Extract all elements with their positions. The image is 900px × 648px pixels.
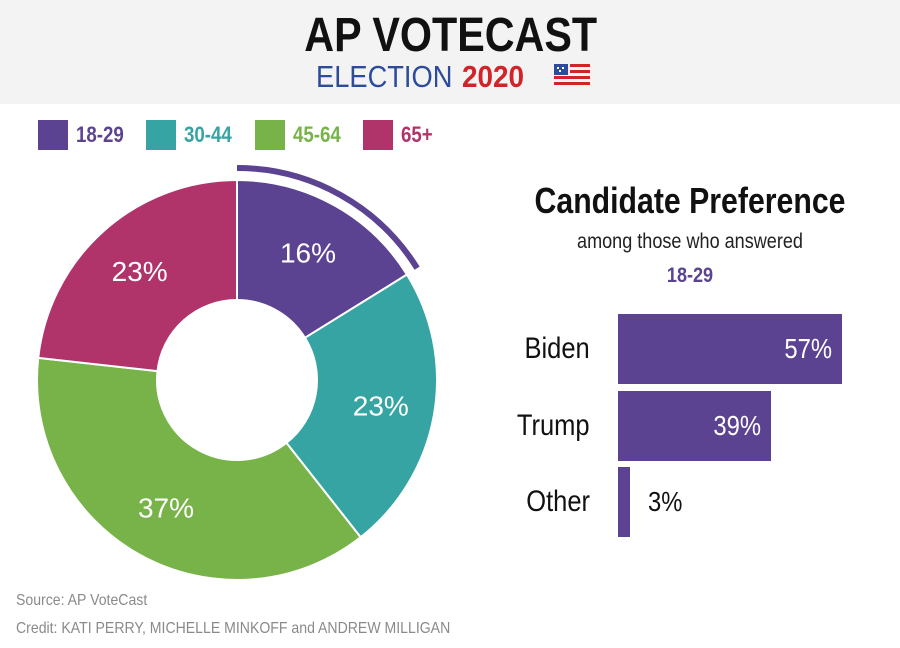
brand-title: AP VOTECAST bbox=[304, 9, 598, 62]
donut-label-65-plus: 23% bbox=[112, 256, 168, 287]
donut-label-30-44: 23% bbox=[353, 390, 409, 421]
preference-title: Candidate Preference bbox=[534, 180, 846, 221]
bar-row-other: Other 3% bbox=[480, 467, 900, 537]
age-donut-chart: 16% 23% 37% 23% bbox=[36, 165, 438, 581]
header-banner: AP VOTECAST ELECTION 2020 bbox=[0, 0, 900, 104]
donut-slice-18-29 bbox=[236, 178, 409, 340]
donut-slice-45-64 bbox=[36, 356, 363, 581]
brand-subtitle: ELECTION 2020 bbox=[316, 59, 590, 94]
legend-swatch bbox=[38, 120, 68, 150]
legend-swatch bbox=[362, 120, 393, 150]
bar-value-label: 3% bbox=[647, 486, 683, 517]
bar-trump bbox=[618, 391, 772, 461]
legend-item-30-44: 30-44 bbox=[146, 120, 240, 150]
chart-legend: 18-29 30-44 45-64 65+ bbox=[38, 120, 452, 150]
bar-row-biden: Biden 57% bbox=[480, 314, 900, 384]
bar-category-label: Biden bbox=[524, 332, 590, 365]
bar-value-label: 57% bbox=[784, 333, 832, 364]
bar-biden bbox=[618, 314, 842, 384]
legend-swatch bbox=[146, 120, 177, 150]
election-year: 2020 bbox=[462, 59, 525, 94]
credit-note: Credit: KATI PERRY, MICHELLE MINKOFF and… bbox=[16, 620, 451, 637]
bar-category-label: Other bbox=[526, 485, 590, 518]
us-flag-icon bbox=[554, 63, 590, 91]
preference-subtitle: among those who answered bbox=[577, 230, 803, 253]
bar-other bbox=[618, 467, 630, 537]
legend-item-18-29: 18-29 bbox=[38, 120, 132, 150]
legend-label: 65+ bbox=[400, 122, 433, 147]
bar-value-label: 39% bbox=[713, 410, 762, 441]
election-label: ELECTION bbox=[316, 59, 453, 94]
donut-slice-65-plus bbox=[37, 178, 238, 373]
highlight-arc bbox=[236, 165, 420, 270]
bar-category-label: Trump bbox=[517, 409, 590, 442]
legend-swatch bbox=[254, 120, 285, 150]
donut-label-45-64: 37% bbox=[138, 493, 194, 524]
legend-label: 45-64 bbox=[292, 122, 341, 147]
bar-row-trump: Trump 39% bbox=[480, 391, 900, 461]
donut-slice-30-44 bbox=[285, 273, 438, 539]
legend-item-65-plus: 65+ bbox=[362, 120, 438, 150]
legend-item-45-64: 45-64 bbox=[254, 120, 349, 150]
legend-label: 30-44 bbox=[184, 122, 233, 147]
source-note: Source: AP VoteCast bbox=[16, 592, 148, 609]
legend-label: 18-29 bbox=[76, 122, 124, 147]
donut-label-18-29: 16% bbox=[280, 237, 336, 268]
preference-age-group: 18-29 bbox=[666, 264, 714, 287]
